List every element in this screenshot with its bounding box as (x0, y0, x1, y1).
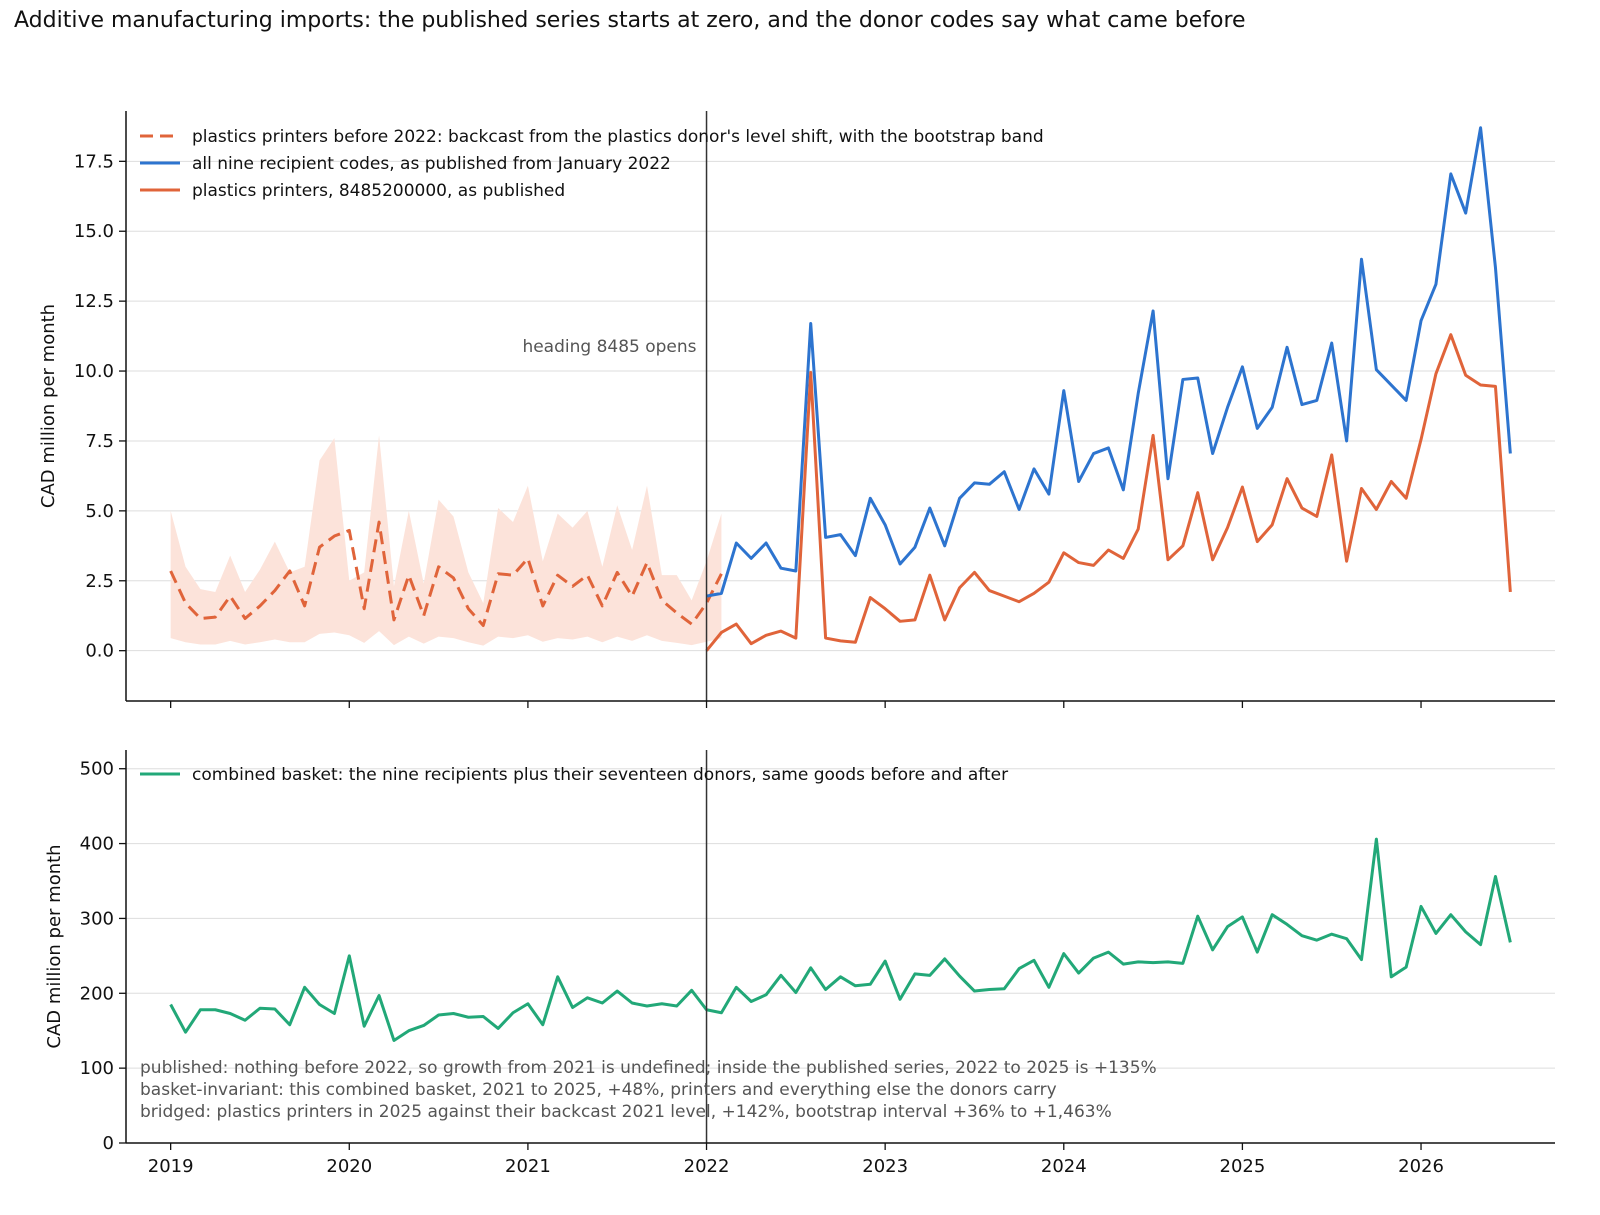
y-tick-label: 300 (80, 908, 114, 929)
x-tick-label: 2024 (1041, 1156, 1087, 1177)
bottom-annotations: published: nothing before 2022, so growt… (140, 1058, 1157, 1122)
y-tick-label: 0.0 (85, 641, 114, 662)
y-tick-label: 100 (80, 1058, 114, 1079)
top-y-ticks: 0.0 2.5 5.0 7.5 10.0 12.5 15.0 17.5 (74, 151, 126, 662)
x-tick-label: 2021 (505, 1156, 551, 1177)
chart-title: Additive manufacturing imports: the publ… (14, 8, 1246, 33)
bottom-y-ticks: 0 100 200 300 400 500 (80, 759, 126, 1154)
y-tick-label: 500 (80, 759, 114, 780)
x-tick-label: 2023 (862, 1156, 908, 1177)
x-tick-label: 2019 (148, 1156, 194, 1177)
series-line-2 (705, 333, 1512, 652)
annotation-text: published: nothing before 2022, so growt… (140, 1058, 1157, 1078)
bottom-panel: 0 100 200 300 400 500 2019 2020 2021 2022 2023 202… (44, 750, 1555, 1177)
y-tick-label: 7.5 (85, 431, 114, 452)
y-tick-label: 12.5 (74, 291, 114, 312)
bottom-axes (125, 750, 1555, 1144)
annotation-text: basket-invariant: this combined basket, … (140, 1080, 1057, 1100)
series-line-0 (169, 520, 723, 628)
y-tick-label: 0 (103, 1133, 114, 1154)
series-line-1 (706, 126, 1512, 598)
annotation-text: bridged: plastics printers in 2025 again… (140, 1102, 1112, 1122)
y-tick-label: 10.0 (74, 361, 114, 382)
top-y-axis-label: CAD million per month (38, 304, 59, 508)
y-tick-label: 2.5 (85, 571, 114, 592)
x-tick-label: 2020 (326, 1156, 372, 1177)
bottom-y-axis-label: CAD million per month (44, 844, 65, 1048)
bootstrap-band (170, 435, 722, 646)
legend-label: plastics printers, 8485200000, as publis… (192, 181, 565, 201)
y-tick-label: 5.0 (85, 501, 114, 522)
top-legend: plastics printers before 2022: backcast … (140, 127, 1044, 201)
top-series (169, 126, 1512, 652)
bottom-series (169, 837, 1512, 1042)
y-tick-label: 15.0 (74, 221, 114, 242)
legend-label: all nine recipient codes, as published f… (192, 154, 671, 174)
top-panel: heading 8485 opens 0.0 2.5 5.0 7.5 10.0 12.5 1… (38, 111, 1555, 708)
top-axes (125, 111, 1555, 702)
x-tick-label: 2025 (1220, 1156, 1266, 1177)
x-tick-label: 2026 (1398, 1156, 1444, 1177)
legend-label: plastics printers before 2022: backcast … (192, 127, 1044, 147)
series-line-10 (169, 837, 1512, 1042)
bottom-x-ticks: 2019 2020 2021 2022 2023 2024 2025 2026 (148, 1143, 1444, 1177)
y-tick-label: 400 (80, 834, 114, 855)
top-x-ticks (170, 701, 1422, 708)
backcast-band (170, 435, 722, 646)
legend-label: combined basket: the nine recipients plu… (192, 765, 1008, 785)
x-tick-label: 2022 (684, 1156, 730, 1177)
y-tick-label: 17.5 (74, 151, 114, 172)
bottom-legend: combined basket: the nine recipients plu… (140, 765, 1008, 785)
y-tick-label: 200 (80, 983, 114, 1004)
vline-label: heading 8485 opens (522, 337, 696, 357)
